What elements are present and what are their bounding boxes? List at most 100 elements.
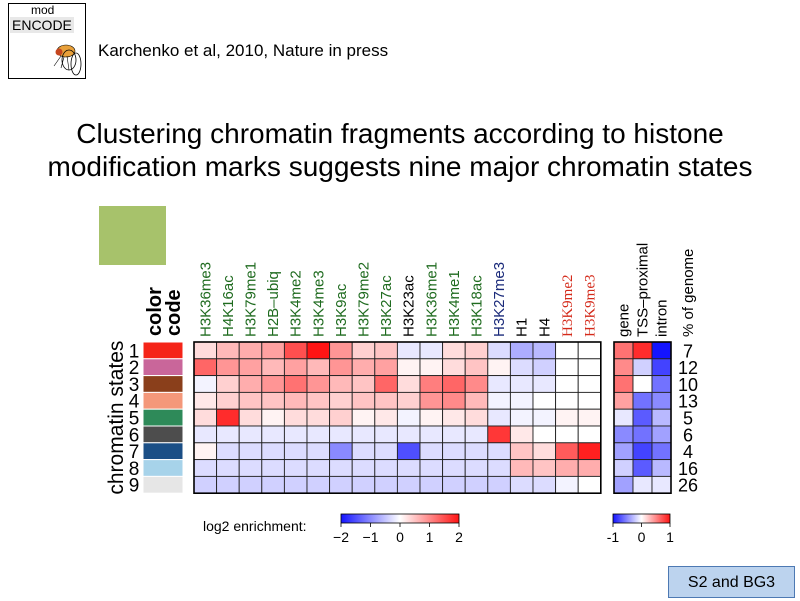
heatmap-cell: [555, 442, 579, 461]
heatmap-cell: [238, 459, 263, 477]
heatmap-cell: [509, 442, 534, 461]
heatmap-cell: [487, 358, 511, 377]
heatmap-cell: [306, 459, 331, 477]
heatmap-cell: [577, 442, 602, 461]
heatmap-cell: [261, 391, 285, 410]
heatmap-cell: [283, 358, 308, 377]
heatmap-cell: [238, 425, 263, 444]
genomic-column-label: intron: [654, 299, 671, 337]
heatmap-cell: [261, 442, 285, 461]
heatmap-cell: [374, 341, 398, 360]
genomic-cell: [613, 475, 634, 494]
heatmap-cell: [283, 391, 308, 410]
heatmap-cell: [509, 358, 534, 377]
state-color-cell: [142, 375, 184, 393]
heatmap-cell: [193, 391, 218, 410]
heatmap-cell: [329, 341, 353, 360]
heatmap-cell: [464, 442, 489, 461]
heatmap-cell: [283, 425, 308, 444]
heatmap-cell: [261, 375, 285, 393]
logo-encode-text: ENCODE: [10, 17, 74, 33]
state-color-cell: [142, 408, 184, 427]
state-number: 3: [129, 375, 140, 396]
heatmap-cell: [306, 425, 331, 444]
heatmap-cell: [464, 358, 489, 377]
state-number: 7: [129, 442, 140, 463]
heatmap-cell: [193, 442, 218, 461]
heatmap-cell: [238, 341, 263, 360]
genomic-cell: [651, 391, 672, 410]
heatmap-cell: [306, 475, 331, 494]
genomic-cell: [632, 425, 653, 444]
state-number: 5: [129, 409, 140, 430]
heatmap-cell: [306, 391, 331, 410]
column-label: H3K9me3: [583, 275, 599, 338]
heatmap-cell: [577, 475, 602, 494]
heatmap-cell: [306, 341, 331, 360]
heatmap-cell: [487, 341, 511, 360]
heatmap-cell: [261, 475, 285, 494]
heatmap-cell: [464, 408, 489, 427]
column-label: H3K4me2: [288, 270, 305, 337]
heatmap-cell: [374, 391, 398, 410]
heatmap-cell: [261, 459, 285, 477]
heatmap-cell: [396, 425, 421, 444]
heatmap-cell: [532, 408, 557, 427]
heatmap-cell: [487, 408, 511, 427]
heatmap-cell: [532, 459, 557, 477]
genomic-cell: [613, 408, 634, 427]
heatmap-cell: [555, 375, 579, 393]
heatmap-cell: [351, 341, 376, 360]
legend-tick-label: 2: [455, 529, 463, 545]
heatmap-cell: [329, 459, 353, 477]
heatmap-cell: [193, 358, 218, 377]
heatmap-cell: [351, 475, 376, 494]
heatmap-cell: [396, 375, 421, 393]
heatmap-cell: [238, 408, 263, 427]
heatmap-cell: [216, 475, 240, 494]
column-label: H3K18ac: [469, 275, 486, 337]
genomic-cell: [651, 475, 672, 494]
heatmap-cell: [283, 408, 308, 427]
pct-header: % of genome: [680, 249, 697, 337]
heatmap-cell: [442, 375, 466, 393]
heatmap-cell: [487, 442, 511, 461]
heatmap-cell: [351, 375, 376, 393]
heatmap-cell: [577, 425, 602, 444]
genomic-cell: [632, 459, 653, 477]
heatmap-cell: [419, 408, 444, 427]
heatmap-cell: [351, 425, 376, 444]
genomic-legend-colorbar: [612, 513, 671, 524]
heatmap-cell: [193, 341, 218, 360]
heatmap-cell: [464, 391, 489, 410]
heatmap-cell: [419, 475, 444, 494]
heatmap-cell: [193, 408, 218, 427]
legend-tick-label: 1: [426, 529, 434, 545]
genomic-column-label: TSS–proximal: [635, 243, 652, 337]
heatmap-cell: [396, 391, 421, 410]
genomic-cell: [632, 341, 653, 360]
heatmap-cell: [464, 425, 489, 444]
genomic-cell: [651, 341, 672, 360]
heatmap-cell: [216, 375, 240, 393]
column-label: H3K36me3: [197, 262, 214, 337]
legend-tick-label: −1: [363, 529, 379, 545]
heatmap-cell: [532, 358, 557, 377]
heatmap-cell: [306, 442, 331, 461]
state-color-cell: [142, 475, 184, 494]
heatmap-cell: [306, 408, 331, 427]
cell-lines-badge: S2 and BG3: [668, 566, 795, 598]
heatmap-cell: [216, 358, 240, 377]
heatmap-cell: [238, 358, 263, 377]
heatmap-cell: [509, 459, 534, 477]
heatmap-cell: [396, 408, 421, 427]
heatmap-cell: [442, 425, 466, 444]
genomic-cell: [651, 459, 672, 477]
heatmap-cell: [532, 425, 557, 444]
genomic-legend-tick-label: 0: [638, 529, 646, 545]
genomic-border: [613, 341, 672, 494]
heatmap-cell: [374, 375, 398, 393]
heatmap-border: [193, 341, 602, 494]
heatmap-cell: [532, 442, 557, 461]
heatmap-cell: [577, 375, 602, 393]
